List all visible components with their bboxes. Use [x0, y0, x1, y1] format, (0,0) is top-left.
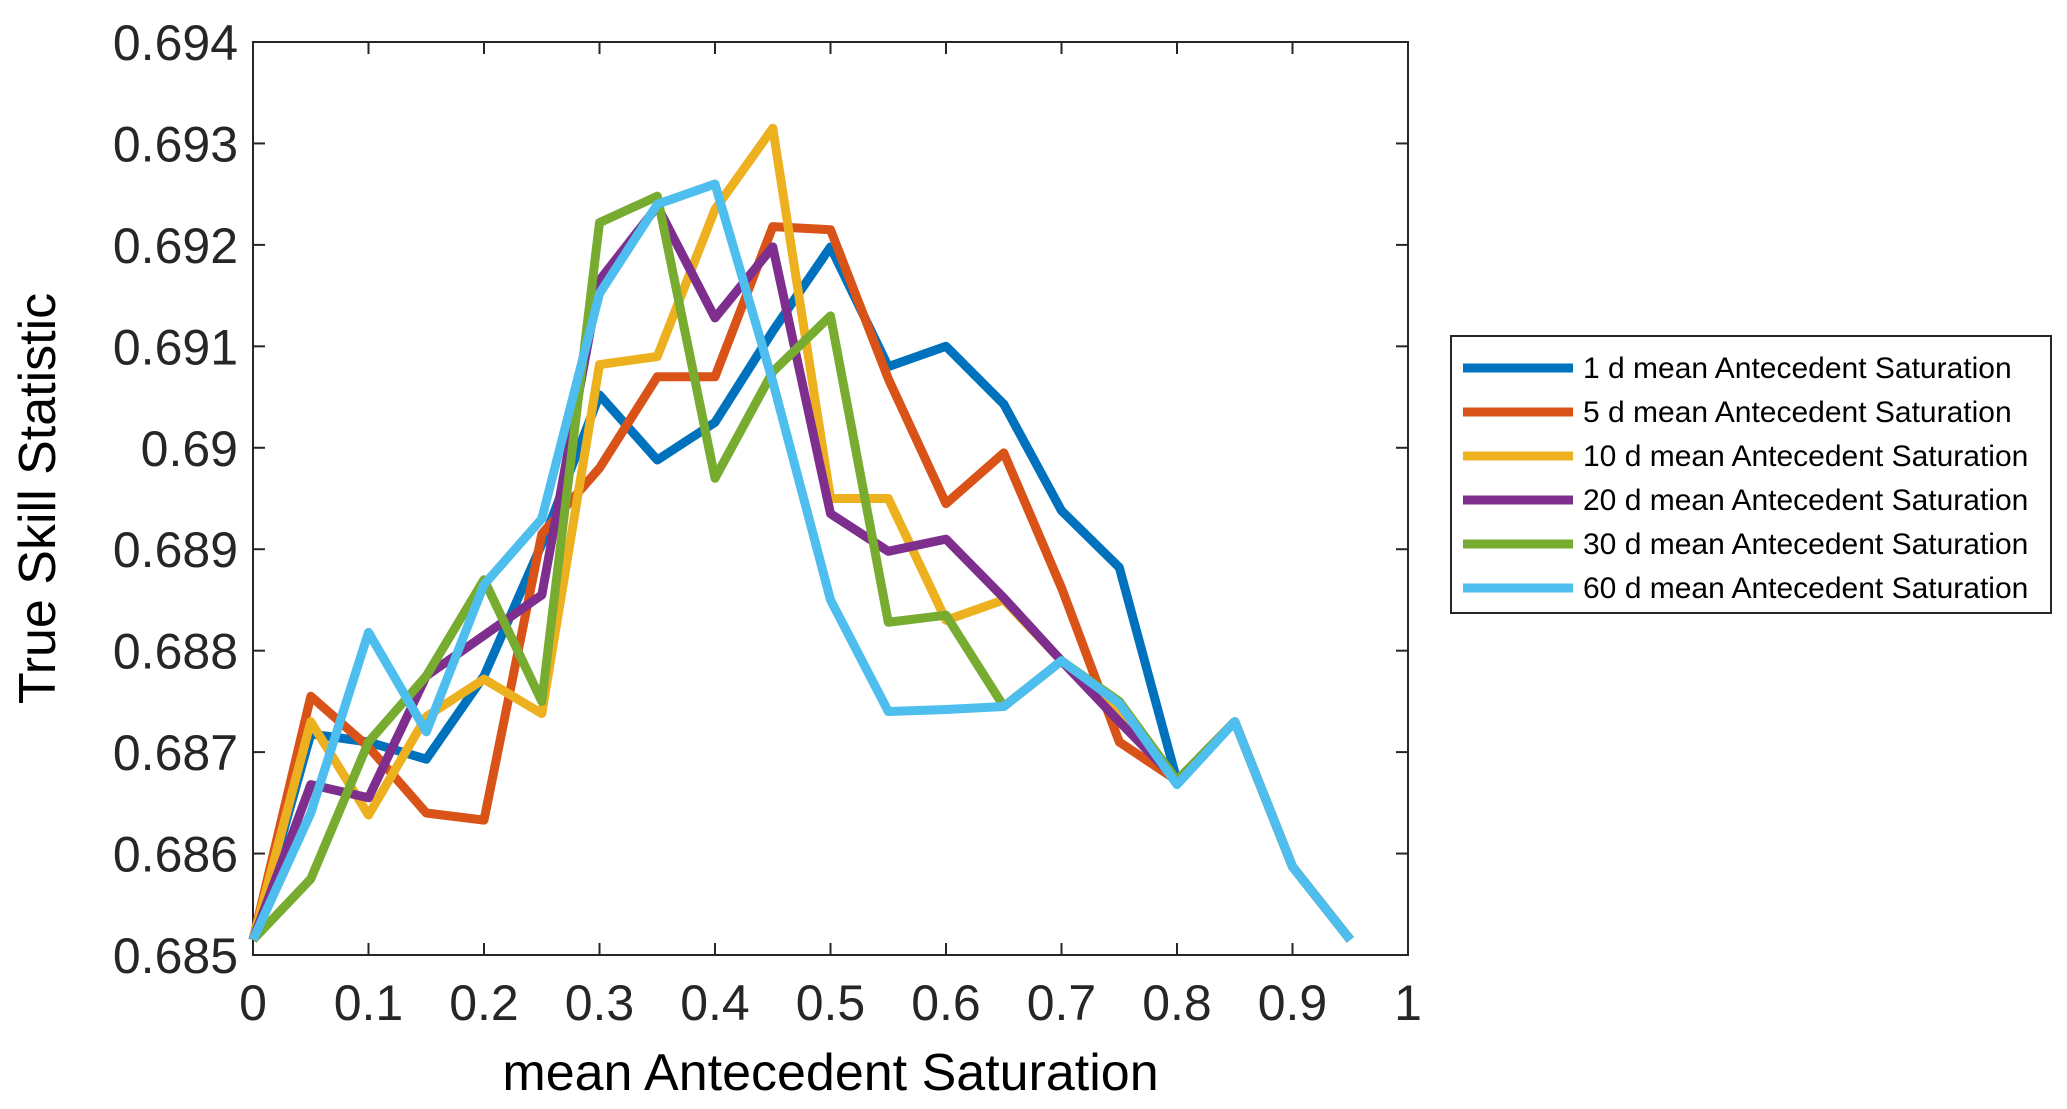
- y-tick-label: 0.687: [113, 725, 238, 781]
- x-tick-label: 0.3: [565, 975, 635, 1031]
- x-tick-label: 1: [1394, 975, 1422, 1031]
- series-layer: [248, 123, 1354, 943]
- y-tick-label: 0.686: [113, 827, 238, 883]
- y-axis-title: True Skill Statistic: [9, 293, 67, 704]
- legend-entry: 20 d mean Antecedent Saturation: [1583, 484, 2028, 517]
- legend-entry: 5 d mean Antecedent Saturation: [1583, 396, 2012, 429]
- x-tick-label: 0.9: [1258, 975, 1328, 1031]
- legend: 1 d mean Antecedent Saturation 5 d mean A…: [1450, 335, 2052, 614]
- x-tick-label: 0.4: [680, 975, 750, 1031]
- x-tick-label: 0.5: [796, 975, 866, 1031]
- y-tick-label: 0.685: [113, 928, 238, 984]
- x-axis-title: mean Antecedent Saturation: [502, 1044, 1158, 1102]
- x-tick-label: 0.7: [1027, 975, 1097, 1031]
- x-tick-label: 0.2: [449, 975, 519, 1031]
- legend-entry: 10 d mean Antecedent Saturation: [1583, 440, 2028, 473]
- y-tick-label: 0.688: [113, 624, 238, 680]
- x-axis: 0 0.1 0.2 0.3 0.4 0.5 0.6 0.7 0.8 0.9 1: [239, 42, 1422, 1031]
- y-tick-label: 0.692: [113, 218, 238, 274]
- x-tick-label: 0: [239, 975, 267, 1031]
- x-tick-label: 0.6: [911, 975, 981, 1031]
- x-tick-label: 0.1: [334, 975, 404, 1031]
- y-tick-label: 0.694: [113, 15, 238, 71]
- x-tick-label: 0.8: [1142, 975, 1212, 1031]
- legend-box: [1450, 335, 2052, 614]
- y-axis: 0.685 0.686 0.687 0.688 0.689 0.69 0.691 0.692 0…: [113, 15, 1408, 984]
- legend-entry: 60 d mean Antecedent Saturation: [1583, 572, 2028, 605]
- y-tick-label: 0.693: [113, 116, 238, 172]
- y-tick-label: 0.691: [113, 319, 238, 375]
- legend-entry: 1 d mean Antecedent Saturation: [1583, 352, 2012, 385]
- series-line-6: [248, 179, 1354, 943]
- y-tick-label: 0.69: [141, 421, 238, 477]
- y-tick-label: 0.689: [113, 522, 238, 578]
- legend-entry: 30 d mean Antecedent Saturation: [1583, 528, 2028, 561]
